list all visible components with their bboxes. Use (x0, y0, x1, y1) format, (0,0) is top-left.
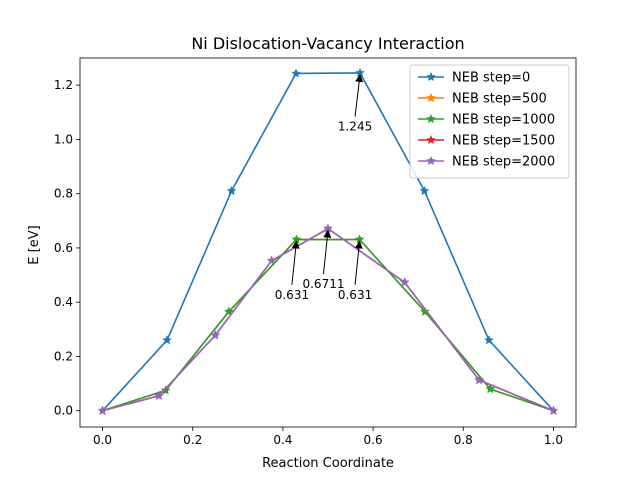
series-line (101, 72, 555, 412)
annotation-arrow (354, 240, 363, 285)
y-axis-label: E [eV] (27, 225, 42, 264)
data-point (97, 405, 108, 415)
data-point (485, 383, 496, 394)
legend-label: NEB step=2000 (452, 155, 555, 170)
y-tick-label: 0.6 (54, 241, 73, 255)
annotation-arrow (291, 240, 300, 285)
legend-marker (426, 155, 436, 166)
legend-marker (426, 113, 436, 124)
legend-label: NEB step=1500 (452, 134, 555, 149)
data-point (162, 335, 172, 345)
y-tick-label: 1.2 (54, 78, 73, 92)
data-point (419, 185, 430, 196)
x-tick-label: 0.2 (183, 433, 202, 447)
legend-marker (426, 71, 436, 82)
annotation-arrow (322, 229, 332, 274)
x-tick-label: 0.4 (273, 433, 292, 447)
data-point (399, 277, 410, 287)
y-tick-label: 1.0 (54, 132, 73, 146)
legend-label: NEB step=1000 (452, 113, 555, 128)
legend: NEB step=0 NEB step=500 NEB step=1000 NEB s… (409, 64, 570, 179)
plot-frame (79, 57, 577, 428)
legend-marker (426, 134, 436, 145)
data-point (548, 405, 559, 415)
data-point (154, 390, 164, 400)
data-point (474, 374, 484, 385)
legend-label: NEB step=0 (452, 71, 530, 86)
data-point (291, 68, 301, 78)
data-point (266, 255, 277, 265)
annotation-label: 0.631 (275, 288, 309, 302)
annotation-label: 0.6711 (302, 277, 344, 291)
x-tick-label: 1.0 (544, 433, 563, 447)
annotation-label: 0.631 (338, 288, 372, 302)
data-point (420, 306, 430, 316)
legend-marker (426, 92, 436, 103)
y-tick-label: 0.2 (54, 349, 73, 363)
x-axis-label: Reaction Coordinate (262, 456, 394, 471)
x-tick-label: 0.0 (93, 433, 112, 447)
chart-title: Ni Dislocation-Vacancy Interaction (191, 34, 464, 53)
series-neb-step-2000 (97, 223, 559, 415)
series-layer (97, 67, 559, 415)
series-line (102, 227, 554, 412)
data-point (484, 335, 494, 345)
legend-label: NEB step=500 (452, 92, 547, 107)
data-point (210, 330, 221, 340)
y-tick-label: 0.4 (54, 295, 73, 309)
legend-box (409, 64, 570, 179)
annotation-label: 1.245 (338, 120, 372, 134)
plot-area: 0.0 0.2 0.4 0.6 0.8 1.0 0.0 0.2 0.4 0.6 0.8 1.0 1.2 (54, 57, 577, 447)
data-point (226, 185, 237, 196)
annotation-arrow (354, 73, 364, 117)
y-tick-label: 0.8 (54, 187, 73, 201)
y-tick-label: 0.0 (54, 404, 73, 418)
x-tick-label: 0.8 (454, 433, 473, 447)
x-tick-label: 0.6 (364, 433, 383, 447)
